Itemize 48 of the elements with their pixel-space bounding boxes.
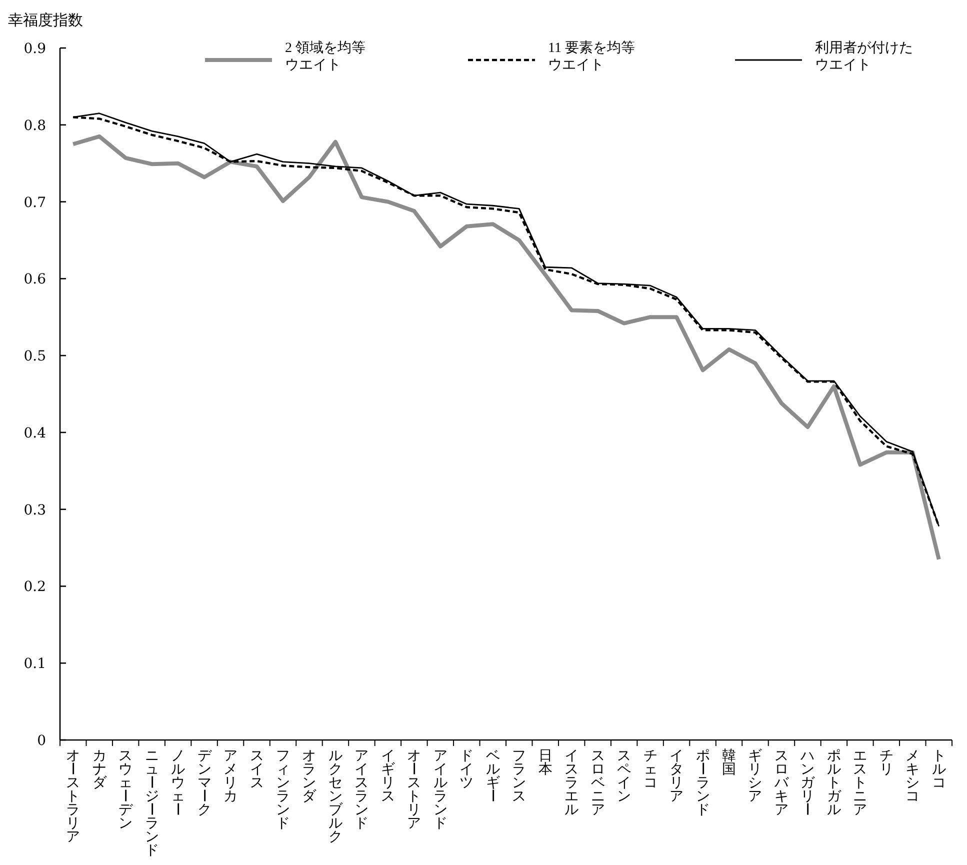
x-tick-label: ドイツ [460,747,474,790]
x-tick-label: アメリカ [224,747,238,804]
legend-label: 利用者が付けたウエイト [815,40,913,73]
y-axis-title: 幸福度指数 [8,12,83,29]
x-tick-label: スロベニア [590,747,605,817]
x-tick-label: イタリア [670,747,684,804]
y-tick-label: 0.7 [24,194,46,211]
legend-label: 11 要素を均等ウエイト [548,40,635,73]
x-tick-label: デンマーク [196,747,212,817]
x-tick-label: フィンランド [276,747,290,830]
x-tick-label: オーストリア [406,747,422,830]
x-tick-label: ポーランド [694,747,711,817]
x-tick-label: イギリス [380,747,395,804]
x-tick-label: ニュージーランド [144,747,160,858]
x-tick-label: メキシコ [906,747,920,804]
y-tick-label: 0.1 [24,656,46,672]
y-tick-label: 0 [37,733,46,749]
x-tick-label: ハンガリー [800,747,816,816]
y-tick-label: 0.8 [24,118,46,134]
y-tick-label: 0.4 [24,425,46,442]
x-tick-label: ベルギー [484,747,501,802]
y-tick-label: 0.9 [24,41,46,57]
y-tick-label: 0.3 [24,502,46,518]
x-tick-label: トルコ [932,747,946,790]
y-tick-label: 0.5 [24,348,46,365]
legend-label: 2 領域を均等ウエイト [285,40,366,73]
x-tick-label: ギリシア [748,747,762,804]
x-tick-label: アイルランド [433,747,448,830]
x-tick-label: スウェーデン [118,747,134,830]
x-tick-label: カナダ [92,747,108,790]
x-tick-label: チリ [879,747,894,776]
x-tick-label: スペイン [617,747,632,804]
y-tick-label: 0.6 [24,272,46,288]
y-tick-label: 0.2 [24,579,46,596]
x-tick-label: オーストラリア [65,747,82,844]
x-tick-label: アイスランド [354,747,369,830]
x-tick-label: ルクセンブルク [328,747,344,844]
x-tick-label: イスラエル [564,747,579,817]
x-tick-label: 日本 [538,747,552,776]
x-tick-label: スロバキア [773,747,790,817]
x-tick-label: 韓国 [722,747,736,776]
x-tick-label: オランダ [302,747,318,804]
x-tick-label: ポルトガル [826,747,842,817]
x-tick-label: スイス [250,747,264,790]
x-tick-label: ノルウェー [170,747,186,816]
x-tick-label: フランス [512,747,526,804]
x-tick-label: エストニア [853,747,868,817]
x-tick-label: チェコ [643,747,658,790]
